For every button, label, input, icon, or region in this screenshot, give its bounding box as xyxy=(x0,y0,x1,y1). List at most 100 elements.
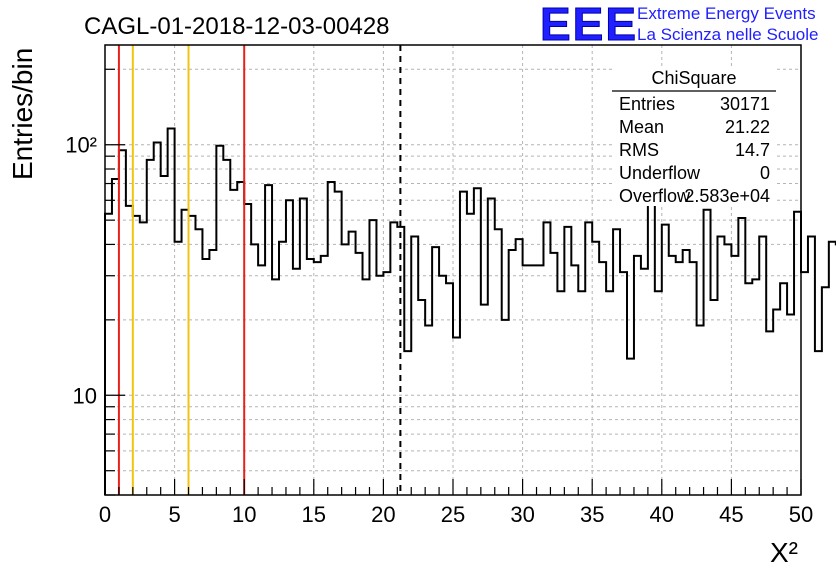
histogram-bin xyxy=(411,237,416,495)
histogram-bin xyxy=(460,192,465,495)
histogram-bin xyxy=(369,220,374,495)
stats-value-mean: 21.22 xyxy=(725,117,770,137)
histogram-bin xyxy=(780,283,785,495)
histogram-bin xyxy=(488,199,493,495)
stats-value-rms: 14.7 xyxy=(735,140,770,160)
x-tick-label: 40 xyxy=(650,502,674,527)
histogram-bin xyxy=(530,265,535,495)
eee-logo-text: EEE xyxy=(540,0,638,50)
histogram-bin xyxy=(446,283,451,495)
x-axis-title: X² xyxy=(770,537,798,568)
histogram-bin xyxy=(704,210,709,495)
histogram-bin xyxy=(195,229,200,495)
histogram-bin xyxy=(655,291,660,495)
histogram-bin xyxy=(439,276,444,495)
histogram-bin xyxy=(724,244,729,495)
histogram-bin xyxy=(147,160,152,495)
x-tick-label: 10 xyxy=(232,502,256,527)
histogram-bin xyxy=(683,250,688,495)
histogram-bin xyxy=(599,262,604,495)
histogram-bin xyxy=(279,242,284,495)
histogram-bin xyxy=(335,192,340,495)
histogram-bin xyxy=(237,182,242,495)
axis-ticks xyxy=(104,68,802,496)
x-tick-label: 35 xyxy=(580,502,604,527)
histogram-bin xyxy=(390,222,395,495)
stats-label-entries: Entries xyxy=(619,94,675,114)
histogram-bin xyxy=(537,265,542,495)
histogram-bin xyxy=(467,214,472,495)
histogram-bin xyxy=(182,210,187,495)
histogram-bin xyxy=(717,237,722,495)
histogram-bin xyxy=(822,287,827,495)
histogram-bin xyxy=(321,256,326,495)
histogram-bin xyxy=(307,259,312,495)
histogram-bin xyxy=(523,265,528,495)
reference-lines xyxy=(117,45,402,495)
histogram-bin xyxy=(140,222,145,495)
histogram-bin xyxy=(404,351,409,495)
histogram-bin xyxy=(425,325,430,495)
histogram-bin xyxy=(648,188,653,495)
eee-logo-line2: La Scienza nelle Scuole xyxy=(637,25,818,44)
x-tick-label: 30 xyxy=(510,502,534,527)
histogram-bin xyxy=(161,176,166,495)
histogram-bin xyxy=(592,242,597,495)
histogram-bin xyxy=(829,242,834,495)
histogram-bin xyxy=(202,259,207,495)
histogram-bin xyxy=(383,272,388,495)
histogram-bin xyxy=(209,250,214,495)
x-tick-label: 20 xyxy=(371,502,395,527)
histogram-bin xyxy=(293,269,298,495)
histogram-bin xyxy=(474,188,479,495)
histogram-bin xyxy=(676,262,681,495)
stats-box: ChiSquare Entries 30171 Mean 21.22 RMS 1… xyxy=(612,66,776,206)
histogram-bin xyxy=(349,232,354,495)
x-tick-label: 0 xyxy=(99,502,111,527)
histogram-bin xyxy=(502,320,507,495)
histogram-bin xyxy=(509,250,514,495)
histogram-bin xyxy=(787,315,792,495)
histogram-bin xyxy=(571,265,576,495)
stats-label-overflow: Overflow xyxy=(619,186,691,206)
histogram-bin xyxy=(251,244,256,495)
histogram-bin xyxy=(453,338,458,495)
histogram-bin xyxy=(752,279,757,495)
stats-value-underflow: 0 xyxy=(760,163,770,183)
x-tick-label: 5 xyxy=(168,502,180,527)
histogram-bin xyxy=(300,199,305,495)
histogram-bin xyxy=(634,256,639,495)
histogram-bin xyxy=(794,212,799,495)
histogram-bin xyxy=(516,239,521,495)
histogram-bin xyxy=(126,206,131,495)
histogram-bin xyxy=(154,143,159,495)
histogram-bin xyxy=(669,256,674,495)
y-tick-label: 10 xyxy=(73,383,97,408)
histogram-bin xyxy=(550,253,555,495)
histogram-bin xyxy=(745,283,750,495)
tick-labels: 0 5 10 15 20 25 30 35 40 45 50 10 10² xyxy=(65,133,813,527)
histogram-bin xyxy=(432,247,437,495)
histogram-bin xyxy=(363,279,368,495)
histogram-bin xyxy=(557,291,562,495)
histogram-bin xyxy=(356,253,361,495)
x-tick-label: 45 xyxy=(719,502,743,527)
histogram-bin xyxy=(418,300,423,495)
histogram-bin xyxy=(697,325,702,495)
histogram-bin xyxy=(272,279,277,495)
histogram-bin xyxy=(314,262,319,495)
histogram-bin xyxy=(495,229,500,495)
eee-logo-line1: Extreme Energy Events xyxy=(637,4,816,23)
histogram-bin xyxy=(620,272,625,495)
histogram-series xyxy=(104,127,836,495)
histogram-bin xyxy=(578,291,583,495)
histogram-bin xyxy=(606,291,611,495)
histogram-bin xyxy=(759,237,764,495)
histogram-bin xyxy=(265,185,270,495)
stats-label-rms: RMS xyxy=(619,140,659,160)
histogram-bin xyxy=(543,222,548,495)
histogram-bin xyxy=(766,331,771,495)
histogram-bin xyxy=(564,227,569,495)
histogram-bin xyxy=(585,222,590,495)
